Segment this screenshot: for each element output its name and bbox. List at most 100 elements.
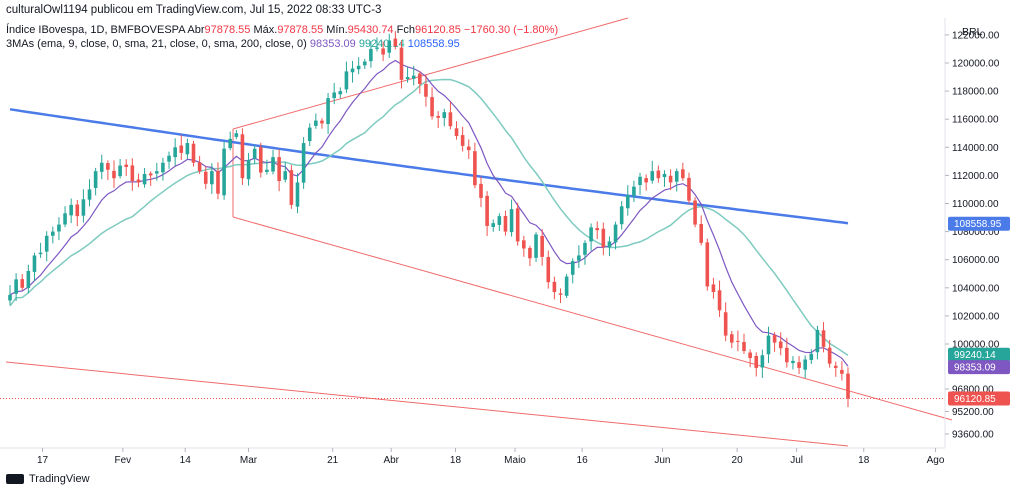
candle-body xyxy=(833,365,838,368)
close-label: Fch xyxy=(396,24,415,36)
candle xyxy=(265,159,269,175)
candle-body xyxy=(314,120,318,126)
candle-body xyxy=(424,83,428,97)
candle xyxy=(63,206,67,228)
candle xyxy=(399,40,404,89)
candle-body xyxy=(625,195,630,209)
last-price-badge-bg xyxy=(948,391,1010,406)
candle-body xyxy=(473,151,477,186)
candle-body xyxy=(106,163,110,170)
candle xyxy=(57,217,61,241)
x-tick-label: 14 xyxy=(180,455,192,466)
candle xyxy=(436,111,440,129)
candle-body xyxy=(240,134,245,179)
trend-lines xyxy=(5,17,953,447)
candle-body xyxy=(809,353,814,360)
candle-body xyxy=(711,284,716,293)
candle xyxy=(840,361,844,381)
candle-body xyxy=(148,173,153,176)
trend-line xyxy=(5,361,849,447)
candle-body xyxy=(515,208,520,242)
candle xyxy=(51,226,55,244)
candle-body xyxy=(650,171,655,181)
price-badges: 108558.95 99240.14 98353.09 96120.85 xyxy=(948,216,1010,406)
candle-body xyxy=(375,47,379,49)
candle-body xyxy=(638,176,642,186)
candle xyxy=(809,349,814,364)
candle xyxy=(14,273,18,301)
candle xyxy=(75,200,80,227)
x-tick-label: Abr xyxy=(383,455,399,466)
candle-body xyxy=(619,206,624,225)
candle xyxy=(564,273,569,299)
candle-body xyxy=(821,330,826,347)
candle-body xyxy=(399,47,404,80)
candle xyxy=(161,157,165,181)
candle-body xyxy=(601,228,606,248)
candle xyxy=(179,135,184,161)
candle-body xyxy=(748,352,752,359)
candle-body xyxy=(736,340,740,342)
candle xyxy=(583,240,587,265)
candle-body xyxy=(356,65,361,70)
candle-body xyxy=(778,341,783,349)
candle xyxy=(546,250,551,289)
candle xyxy=(485,191,489,236)
candle xyxy=(466,139,471,159)
candle-body xyxy=(142,173,147,185)
candle xyxy=(130,158,135,191)
candle-body xyxy=(26,270,31,288)
candle xyxy=(26,264,31,294)
candle xyxy=(387,33,392,58)
sma200-badge-bg xyxy=(948,216,1010,231)
candle xyxy=(430,87,434,120)
candle-body xyxy=(552,281,557,293)
candle xyxy=(766,326,771,364)
y-tick-label: 102000.00 xyxy=(952,311,1000,322)
candle xyxy=(821,322,826,353)
change-value: −1760.30 (−1.80%) xyxy=(463,24,559,36)
ohlc-legend: Índice IBovespa, 1D, BMFBOVESPA Abr97878… xyxy=(6,24,558,36)
candle xyxy=(295,173,300,214)
candle xyxy=(8,285,12,305)
candle xyxy=(155,162,159,181)
candle xyxy=(216,162,220,200)
candle xyxy=(424,74,428,107)
candle xyxy=(754,352,759,377)
y-tick-label: 106000.00 xyxy=(952,255,1000,266)
candle xyxy=(491,219,496,232)
candle-body xyxy=(307,127,312,142)
candle-body xyxy=(760,355,765,368)
candle xyxy=(332,82,336,105)
candle xyxy=(607,236,612,257)
candle-body xyxy=(674,171,679,182)
x-tick-label: Jul xyxy=(790,455,803,466)
sma21-badge-bg xyxy=(948,347,1010,362)
candle-body xyxy=(791,360,795,364)
candle xyxy=(381,41,385,62)
candle-body xyxy=(301,143,306,183)
ma-label[interactable]: 3MAs (ema, 9, close, 0, sma, 21, close, … xyxy=(6,38,307,50)
candle xyxy=(405,66,410,83)
candle xyxy=(81,189,86,223)
candle-body xyxy=(32,255,37,272)
symbol-name[interactable]: Índice IBovespa, 1D, BMFBOVESPA xyxy=(6,24,185,36)
candle-body xyxy=(320,120,324,124)
candle xyxy=(650,160,655,184)
ma-legend: 3MAs (ema, 9, close, 0, sma, 21, close, … xyxy=(6,38,460,50)
trend-line xyxy=(232,17,629,130)
candle-body xyxy=(693,200,697,225)
candle xyxy=(112,160,116,189)
candle-body xyxy=(754,355,759,368)
candle-body xyxy=(8,294,12,301)
candle-body xyxy=(228,138,233,149)
brand-name: TradingView xyxy=(29,473,90,485)
candle xyxy=(509,199,514,237)
x-tick-label: 21 xyxy=(327,455,339,466)
candle-body xyxy=(632,186,636,196)
candle xyxy=(87,179,92,207)
candle xyxy=(301,137,306,189)
candle-body xyxy=(534,234,538,258)
candle xyxy=(222,141,226,200)
